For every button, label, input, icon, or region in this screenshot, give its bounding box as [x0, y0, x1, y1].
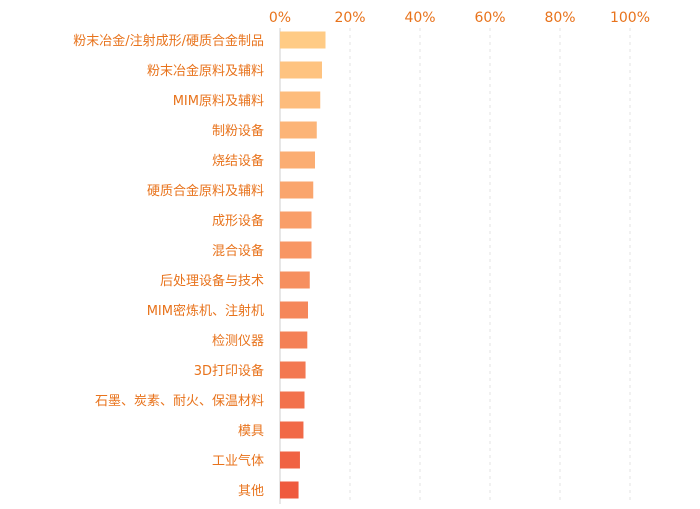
bar [280, 301, 308, 319]
category-label: MIM密炼机、注射机 [147, 303, 264, 319]
bar [280, 31, 326, 49]
x-tick-label: 100% [610, 10, 650, 26]
x-tick-label: 40% [404, 10, 435, 26]
category-label: 3D打印设备 [194, 363, 264, 379]
x-axis: 0% 20% 40% 60% 80% 100% [269, 10, 650, 26]
category-label: 粉末冶金/注射成形/硬质合金制品 [73, 33, 264, 49]
bar [280, 481, 299, 499]
category-label: 烧结设备 [212, 153, 264, 169]
bar [280, 271, 310, 289]
bar [280, 151, 315, 169]
category-label: 混合设备 [212, 243, 264, 259]
category-label: 检测仪器 [212, 334, 264, 349]
category-label: 后处理设备与技术 [160, 273, 264, 289]
x-tick-label: 20% [334, 10, 365, 26]
bar [280, 451, 300, 469]
category-label: 粉末冶金原料及辅料 [147, 63, 264, 79]
bar [280, 211, 312, 229]
bar [280, 361, 306, 379]
category-label: 工业气体 [212, 453, 264, 469]
category-label: MIM原料及辅料 [173, 94, 264, 109]
category-label: 石墨、炭素、耐火、保温材料 [95, 394, 264, 409]
category-label: 其他 [238, 484, 264, 499]
category-label: 硬质合金原料及辅料 [147, 183, 264, 199]
bar [280, 181, 314, 199]
bars [280, 31, 326, 499]
bar [280, 121, 317, 139]
x-tick-label: 80% [544, 10, 575, 26]
bar [280, 241, 312, 259]
bar [280, 331, 308, 349]
category-label: 制粉设备 [212, 123, 264, 139]
category-label: 模具 [238, 424, 264, 439]
grid-lines [279, 28, 631, 504]
bar [280, 91, 321, 109]
bar [280, 61, 322, 79]
x-tick-label: 60% [474, 10, 505, 26]
x-tick-label: 0% [269, 10, 291, 26]
bar [280, 421, 304, 439]
bar [280, 391, 305, 409]
category-label: 成形设备 [212, 213, 264, 229]
